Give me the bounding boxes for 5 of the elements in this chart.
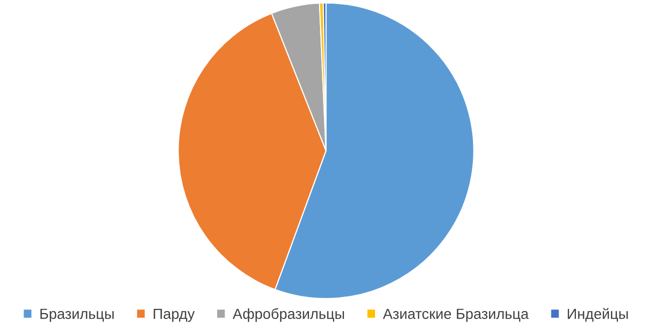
legend-label: Бразильцы [40,308,114,322]
legend-label: Афробразильцы [232,308,344,322]
legend-label: Индейцы [568,308,628,322]
legend-label: Азиатские Бразильца [382,308,529,322]
legend-label: Парду [154,308,195,322]
